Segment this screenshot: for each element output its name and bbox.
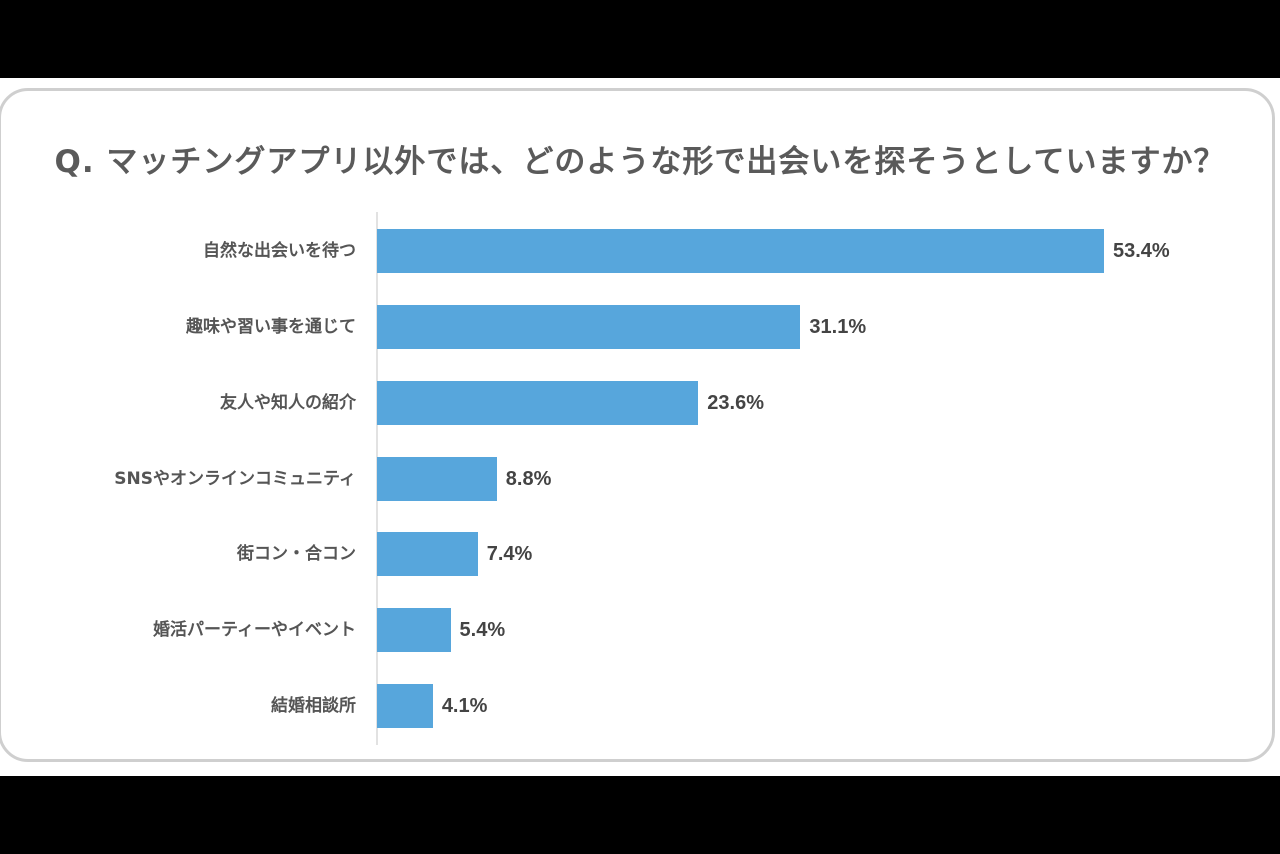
- bar: [377, 532, 478, 576]
- value-label: 5.4%: [459, 619, 506, 641]
- category-label: 自然な出会いを待つ: [203, 241, 356, 261]
- chart-card: [0, 88, 1275, 762]
- bar-row: 婚活パーティーやイベント 5.4%: [0, 608, 1280, 652]
- value-label: 53.4%: [1113, 240, 1170, 262]
- value-label: 8.8%: [505, 468, 552, 490]
- category-label: 婚活パーティーやイベント: [153, 620, 356, 640]
- value-label: 23.6%: [707, 392, 764, 414]
- bar-row: 趣味や習い事を通じて 31.1%: [0, 305, 1280, 349]
- bar: [377, 229, 1104, 273]
- category-label: SNSやオンラインコミュニティ: [114, 469, 356, 489]
- chart-canvas: [0, 78, 1280, 776]
- bar-row: SNSやオンラインコミュニティ 8.8%: [0, 457, 1280, 501]
- value-label: 4.1%: [441, 695, 488, 717]
- category-label: 友人や知人の紹介: [220, 393, 356, 413]
- bar: [377, 608, 451, 652]
- category-label: 街コン・合コン: [237, 544, 356, 564]
- bar: [377, 457, 497, 501]
- category-label: 趣味や習い事を通じて: [186, 317, 356, 337]
- bar-row: 結婚相談所 4.1%: [0, 684, 1280, 728]
- bar: [377, 684, 433, 728]
- bar-row: 街コン・合コン 7.4%: [0, 532, 1280, 576]
- bar-row: 友人や知人の紹介 23.6%: [0, 381, 1280, 425]
- chart-title: Q. マッチングアプリ以外では、どのような形で出会いを探そうとしていますか？: [54, 144, 1226, 180]
- category-label: 結婚相談所: [271, 696, 356, 716]
- value-label: 7.4%: [486, 543, 533, 565]
- value-label: 31.1%: [809, 316, 867, 338]
- bar: [377, 305, 801, 349]
- bar: [377, 381, 699, 425]
- bar-row: 自然な出会いを待つ 53.4%: [0, 229, 1280, 273]
